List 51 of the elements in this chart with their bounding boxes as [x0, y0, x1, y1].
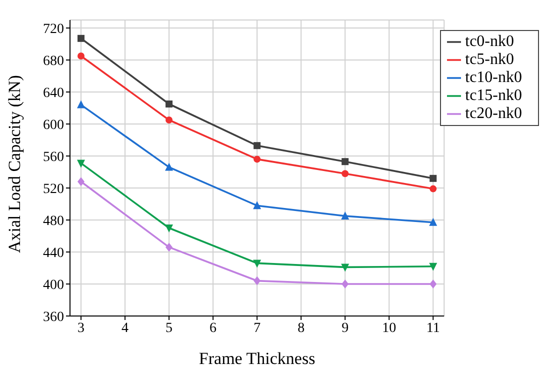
legend-label: tc20-nk0	[465, 105, 522, 122]
x-axis-title: Frame Thickness	[198, 349, 316, 368]
x-tick-label: 6	[210, 320, 217, 336]
point	[77, 100, 86, 108]
legend-label: tc5-nk0	[465, 51, 514, 68]
point	[166, 116, 173, 124]
x-tick-label: 7	[254, 320, 261, 336]
point	[166, 242, 173, 252]
y-tick-label: 360	[43, 310, 64, 325]
point	[430, 185, 437, 192]
y-tick-label: 520	[43, 182, 64, 197]
legend-label: tc15-nk0	[465, 87, 522, 104]
point	[429, 262, 438, 271]
y-tick-label: 720	[43, 22, 64, 37]
point	[78, 52, 85, 60]
x-tick-label: 10	[382, 320, 396, 336]
point	[254, 156, 261, 163]
point	[78, 34, 85, 42]
y-tick-label: 560	[43, 150, 64, 165]
y-tick-label: 680	[43, 54, 64, 69]
point	[342, 280, 349, 288]
y-tick-label: 440	[43, 246, 64, 261]
x-tick-label: 4	[122, 320, 129, 336]
x-tick-label: 11	[426, 320, 440, 336]
y-tick-label: 600	[43, 118, 64, 133]
legend-label: tc10-nk0	[465, 69, 522, 86]
x-tick-label: 3	[78, 320, 85, 336]
point	[253, 201, 262, 210]
legend-label: tc0-nk0	[465, 33, 514, 50]
point	[430, 174, 437, 182]
point	[77, 160, 86, 168]
x-tick-label: 8	[298, 320, 305, 336]
point	[342, 158, 349, 166]
point	[78, 177, 85, 186]
y-axis-title: Axial Load Capacity (kN)	[5, 75, 24, 253]
point	[342, 170, 349, 178]
point	[165, 162, 174, 171]
x-tick-label: 5	[166, 320, 173, 336]
point	[166, 100, 173, 108]
y-tick-label: 480	[43, 214, 64, 229]
point	[253, 260, 262, 268]
x-tick-label: 9	[342, 320, 349, 336]
point	[341, 212, 350, 220]
point	[430, 280, 437, 288]
point	[429, 218, 438, 226]
point	[254, 142, 261, 150]
point	[254, 276, 261, 286]
point	[341, 264, 350, 272]
y-tick-label: 640	[43, 86, 64, 101]
point	[165, 224, 174, 232]
y-tick-label: 400	[43, 278, 64, 293]
